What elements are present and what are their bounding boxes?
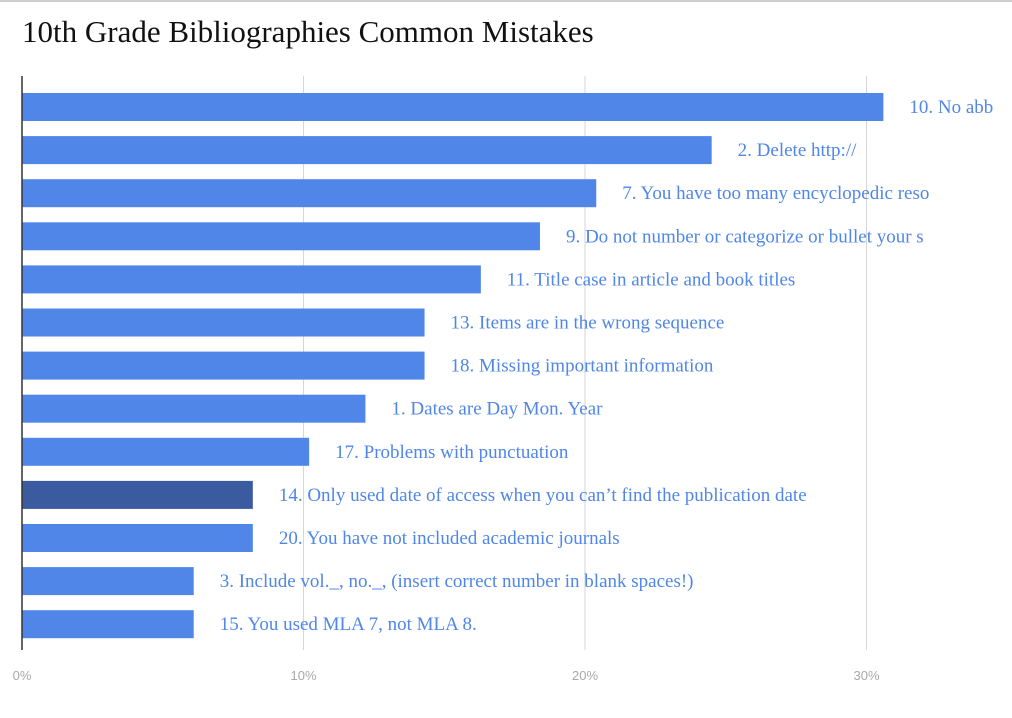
bar: [22, 136, 712, 165]
bar-label: 18. Missing important information: [451, 356, 714, 377]
bar: [22, 610, 194, 639]
bar-label: 17. Problems with punctuation: [335, 442, 569, 463]
bars: [22, 93, 884, 639]
bar-label: 1. Dates are Day Mon. Year: [391, 399, 603, 420]
bar-label: 10. No abb: [909, 97, 993, 118]
bar: [22, 265, 481, 294]
bar: [22, 93, 884, 121]
bar: [22, 179, 597, 208]
bar: [22, 394, 366, 423]
bar-label: 13. Items are in the wrong sequence: [451, 313, 725, 334]
bar: [22, 308, 425, 337]
bar-label: 20. You have not included academic journ…: [279, 528, 620, 549]
x-tick-label: 30%: [853, 668, 879, 683]
bar-label: 9. Do not number or categorize or bullet…: [566, 226, 924, 247]
bar: [22, 437, 310, 466]
bar: [22, 567, 194, 596]
x-tick-label: 10%: [290, 668, 316, 683]
bar-label: 7. You have too many encyclopedic reso: [622, 183, 929, 204]
chart-title: 10th Grade Bibliographies Common Mistake…: [22, 14, 594, 49]
x-axis-ticks: 0% 10% 20% 30%: [13, 668, 880, 683]
bar-labels: 10. No abb 2. Delete http:// 7. You have t…: [220, 97, 994, 635]
x-tick-label: 0%: [13, 668, 32, 683]
bar-label: 11. Title case in article and book title…: [507, 269, 795, 290]
bar-label: 2. Delete http://: [738, 140, 857, 161]
bar: [22, 524, 253, 552]
bar: [22, 480, 253, 509]
bar: [22, 222, 540, 251]
bar: [22, 351, 425, 380]
x-tick-label: 20%: [572, 668, 598, 683]
top-divider: [0, 0, 1012, 2]
bar-label: 14. Only used date of access when you ca…: [279, 485, 807, 506]
bar-label: 3. Include vol._, no._, (insert correct …: [220, 571, 694, 592]
bar-label: 15. You used MLA 7, not MLA 8.: [220, 614, 477, 635]
